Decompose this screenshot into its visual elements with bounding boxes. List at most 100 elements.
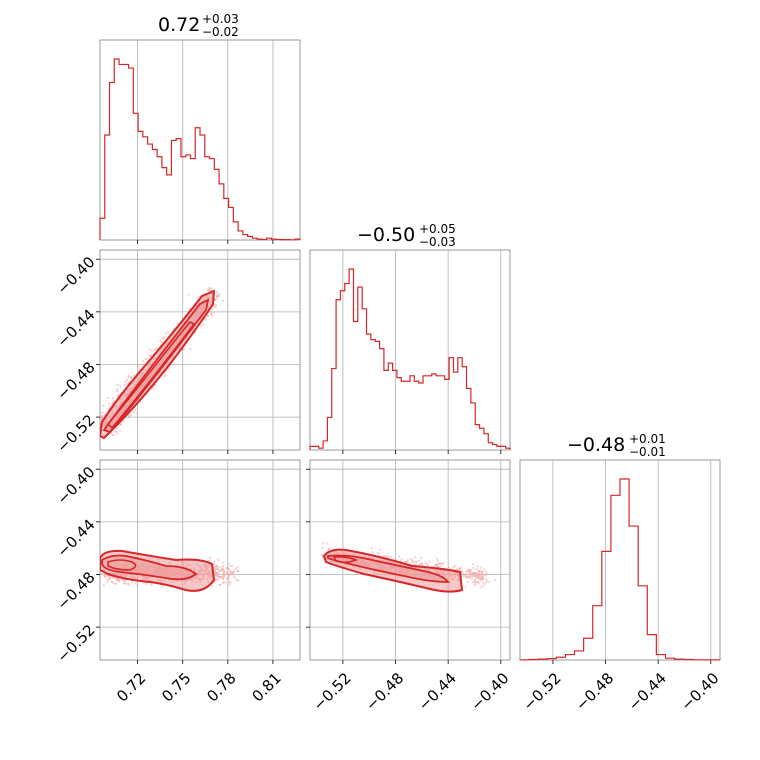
scatter-point (176, 322, 179, 325)
scatter-point (224, 580, 227, 584)
scatter-point (210, 287, 213, 290)
tick-label-y: −0.44 (53, 516, 98, 561)
scatter-point (216, 295, 219, 298)
panel-frame (99, 39, 301, 241)
scatter-point (111, 397, 115, 400)
scatter-point (106, 574, 109, 577)
scatter-point (204, 318, 208, 321)
scatter-point (225, 577, 228, 580)
scatter-point (104, 575, 107, 578)
tick-label-y: −0.44 (53, 306, 98, 351)
scatter-point (214, 303, 218, 307)
scatter-point (463, 573, 466, 576)
scatter-point (484, 570, 487, 574)
scatter-point (208, 286, 211, 289)
scatter-point (208, 556, 212, 560)
scatter-point (102, 584, 106, 587)
scatter-point (234, 568, 237, 571)
scatter-point (134, 408, 137, 411)
scatter-point (214, 565, 217, 568)
scatter-point (418, 563, 421, 566)
scatter-point (210, 312, 213, 315)
scatter-point (124, 380, 127, 384)
scatter-point (163, 335, 166, 339)
scatter-point (129, 376, 133, 379)
scatter-point (100, 418, 103, 421)
scatter-point (382, 554, 385, 557)
scatter-point (123, 383, 126, 387)
scatter-point (378, 548, 381, 552)
scatter-point (480, 566, 483, 569)
scatter-point (221, 575, 225, 578)
tick-label-x: −0.52 (520, 669, 565, 714)
contour-inner (332, 556, 359, 564)
title-value-2: −0.48 (567, 434, 625, 456)
scatter-point (464, 575, 467, 579)
scatter-point (221, 299, 225, 303)
panel-hist-param-2: −0.52 −0.48 −0.44 −0.40 (519, 459, 723, 714)
scatter-point (116, 390, 119, 393)
scatter-point (217, 573, 221, 576)
scatter-point (464, 585, 467, 588)
scatter-point (187, 293, 190, 297)
scatter-point (106, 581, 109, 584)
scatter-point (467, 573, 471, 576)
scatter-point (119, 423, 122, 426)
contour-mid (327, 554, 450, 583)
scatter-point (100, 415, 104, 418)
scatter-point (162, 585, 165, 589)
scatter-point (116, 394, 119, 398)
scatter-point (471, 574, 475, 578)
histogram-step-line (309, 268, 511, 450)
scatter-point (478, 570, 481, 573)
scatter-point (107, 396, 110, 400)
scatter-point (454, 565, 457, 568)
scatter-point (483, 568, 486, 571)
scatter-point (476, 575, 479, 578)
scatter-point (116, 387, 119, 391)
title-minus-1: −0.03 (419, 235, 456, 249)
scatter-point (225, 567, 229, 570)
scatter-point (484, 582, 487, 586)
histogram-step-line (519, 478, 721, 661)
scatter-point (400, 557, 403, 561)
scatter-point (222, 581, 225, 584)
scatter-point (477, 582, 480, 585)
scatter-point (107, 402, 110, 405)
panel-2d-param0-vs-param1: −0.52 −0.48 −0.44 −0.40 (53, 249, 301, 456)
title-value-1: −0.50 (357, 224, 415, 246)
scatter-point (217, 558, 220, 562)
scatter-point (409, 557, 412, 560)
scatter-point (233, 570, 236, 573)
scatter-point (228, 583, 231, 586)
scatter-point (101, 572, 104, 576)
scatter-point (470, 577, 473, 580)
scatter-point (202, 324, 205, 327)
tick-label-x: −0.48 (572, 669, 617, 714)
scatter-point (224, 570, 227, 573)
scatter-point (221, 564, 225, 568)
scatter-point (227, 568, 230, 571)
scatter-point (475, 577, 478, 580)
scatter-point (222, 571, 226, 575)
scatter-point (106, 578, 109, 582)
tick-label-y: −0.52 (53, 411, 98, 456)
tick-label-y: −0.40 (53, 463, 98, 508)
scatter-point (217, 578, 220, 581)
scatter-point (478, 574, 481, 577)
scatter-point (149, 354, 152, 357)
tick-label-y: −0.48 (53, 568, 98, 613)
scatter-point (102, 404, 105, 407)
scatter-point (237, 579, 240, 582)
scatter-point (214, 573, 217, 576)
scatter-point (424, 561, 427, 565)
scatter-point (137, 365, 140, 368)
scatter-point (469, 570, 472, 573)
scatter-point (212, 311, 216, 314)
title-param-0: 0.72 +0.03 −0.02 (158, 12, 239, 39)
scatter-point (436, 559, 439, 562)
scatter-point (470, 572, 473, 575)
scatter-point (474, 582, 477, 585)
tick-label-y: −0.40 (53, 253, 98, 298)
scatter-point (480, 571, 483, 575)
